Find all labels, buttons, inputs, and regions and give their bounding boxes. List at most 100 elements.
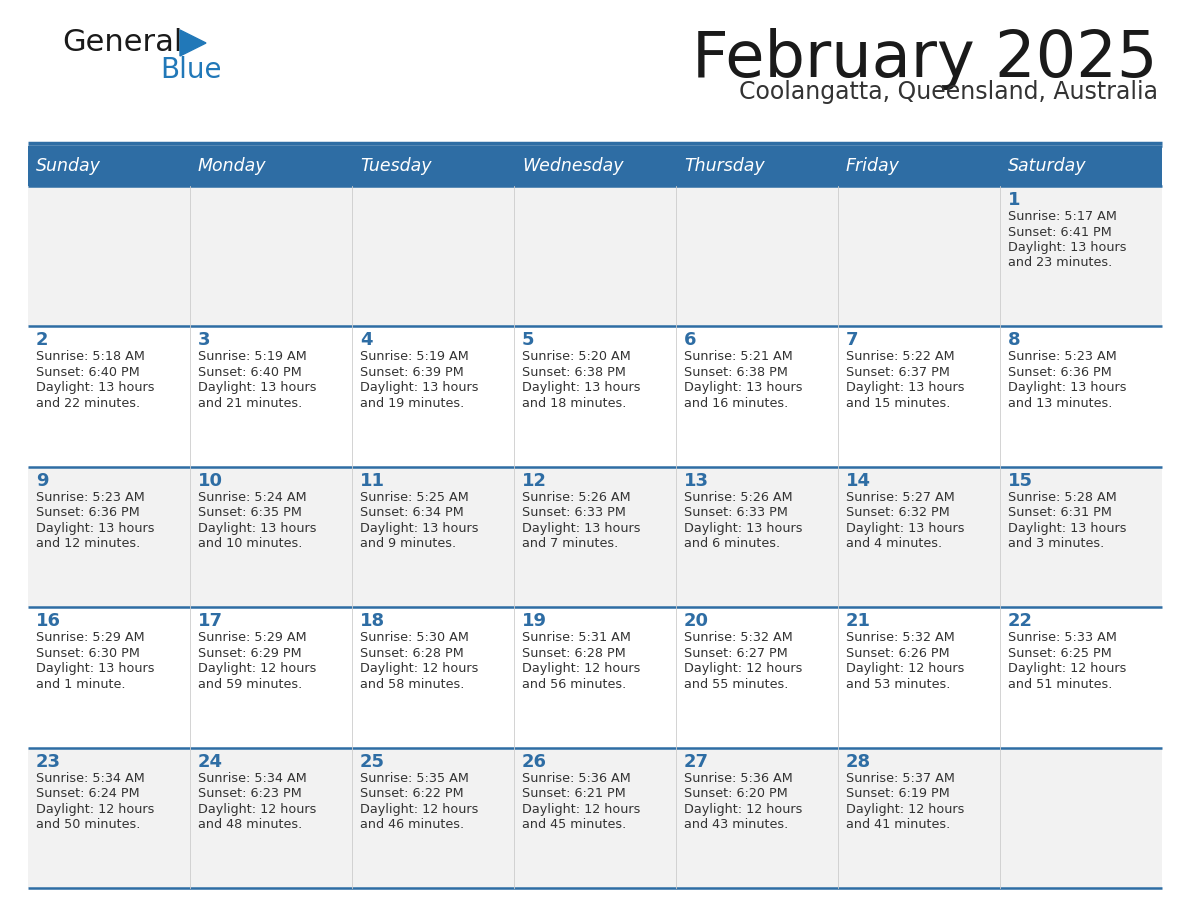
Text: Sunset: 6:38 PM: Sunset: 6:38 PM [684, 366, 788, 379]
Text: 25: 25 [360, 753, 385, 770]
Text: Sunset: 6:35 PM: Sunset: 6:35 PM [198, 507, 302, 520]
Text: and 55 minutes.: and 55 minutes. [684, 677, 789, 690]
Text: Sunset: 6:37 PM: Sunset: 6:37 PM [846, 366, 950, 379]
Text: Sunrise: 5:36 AM: Sunrise: 5:36 AM [684, 772, 792, 785]
Text: Sunrise: 5:19 AM: Sunrise: 5:19 AM [198, 351, 307, 364]
Text: 22: 22 [1007, 612, 1034, 630]
Text: 26: 26 [522, 753, 546, 770]
Text: Sunrise: 5:26 AM: Sunrise: 5:26 AM [684, 491, 792, 504]
Bar [514, 146, 676, 186]
Bar [29, 327, 1162, 466]
Text: Sunset: 6:22 PM: Sunset: 6:22 PM [360, 787, 463, 800]
Bar [29, 607, 1162, 747]
Text: Daylight: 13 hours: Daylight: 13 hours [846, 521, 965, 535]
Text: 23: 23 [36, 753, 61, 770]
Text: 15: 15 [1007, 472, 1034, 490]
Text: 14: 14 [846, 472, 871, 490]
Bar [29, 186, 1162, 327]
Text: and 21 minutes.: and 21 minutes. [198, 397, 302, 410]
Text: Sunrise: 5:34 AM: Sunrise: 5:34 AM [198, 772, 307, 785]
Text: Sunrise: 5:36 AM: Sunrise: 5:36 AM [522, 772, 631, 785]
Text: and 50 minutes.: and 50 minutes. [36, 818, 140, 831]
Text: Daylight: 13 hours: Daylight: 13 hours [198, 521, 316, 535]
Text: Sunset: 6:19 PM: Sunset: 6:19 PM [846, 787, 949, 800]
Text: 20: 20 [684, 612, 709, 630]
Text: Daylight: 12 hours: Daylight: 12 hours [360, 662, 479, 676]
Text: and 10 minutes.: and 10 minutes. [198, 537, 303, 550]
Text: 13: 13 [684, 472, 709, 490]
Text: Sunrise: 5:19 AM: Sunrise: 5:19 AM [360, 351, 469, 364]
Text: Sunrise: 5:30 AM: Sunrise: 5:30 AM [360, 632, 469, 644]
Text: Sunrise: 5:29 AM: Sunrise: 5:29 AM [198, 632, 307, 644]
Text: Daylight: 13 hours: Daylight: 13 hours [36, 521, 154, 535]
Text: Sunset: 6:25 PM: Sunset: 6:25 PM [1007, 646, 1112, 660]
Text: 8: 8 [1007, 331, 1020, 350]
Text: Sunset: 6:30 PM: Sunset: 6:30 PM [36, 646, 140, 660]
Text: Sunset: 6:34 PM: Sunset: 6:34 PM [360, 507, 463, 520]
Text: and 13 minutes.: and 13 minutes. [1007, 397, 1112, 410]
Text: Daylight: 13 hours: Daylight: 13 hours [522, 381, 640, 395]
Text: and 16 minutes.: and 16 minutes. [684, 397, 789, 410]
Text: Sunrise: 5:20 AM: Sunrise: 5:20 AM [522, 351, 631, 364]
Text: Sunset: 6:28 PM: Sunset: 6:28 PM [360, 646, 463, 660]
Text: Monday: Monday [198, 157, 266, 175]
Text: Sunset: 6:33 PM: Sunset: 6:33 PM [684, 507, 788, 520]
Text: Sunset: 6:31 PM: Sunset: 6:31 PM [1007, 507, 1112, 520]
Text: Daylight: 13 hours: Daylight: 13 hours [522, 521, 640, 535]
Text: 27: 27 [684, 753, 709, 770]
Text: Sunrise: 5:25 AM: Sunrise: 5:25 AM [360, 491, 469, 504]
Text: 21: 21 [846, 612, 871, 630]
Text: Sunrise: 5:27 AM: Sunrise: 5:27 AM [846, 491, 955, 504]
Text: Sunrise: 5:22 AM: Sunrise: 5:22 AM [846, 351, 955, 364]
Text: Daylight: 13 hours: Daylight: 13 hours [360, 381, 479, 395]
Text: Sunrise: 5:26 AM: Sunrise: 5:26 AM [522, 491, 631, 504]
Text: 18: 18 [360, 612, 385, 630]
Text: Daylight: 12 hours: Daylight: 12 hours [684, 802, 802, 815]
Text: Sunrise: 5:29 AM: Sunrise: 5:29 AM [36, 632, 145, 644]
Text: and 22 minutes.: and 22 minutes. [36, 397, 140, 410]
Text: and 53 minutes.: and 53 minutes. [846, 677, 950, 690]
Text: Daylight: 12 hours: Daylight: 12 hours [198, 802, 316, 815]
Text: Sunrise: 5:32 AM: Sunrise: 5:32 AM [846, 632, 955, 644]
Bar [29, 466, 1162, 607]
Text: Thursday: Thursday [684, 157, 765, 175]
Text: Daylight: 13 hours: Daylight: 13 hours [846, 381, 965, 395]
Text: 5: 5 [522, 331, 535, 350]
Text: Sunset: 6:39 PM: Sunset: 6:39 PM [360, 366, 463, 379]
Text: Sunrise: 5:32 AM: Sunrise: 5:32 AM [684, 632, 792, 644]
Text: Sunrise: 5:37 AM: Sunrise: 5:37 AM [846, 772, 955, 785]
Text: 24: 24 [198, 753, 223, 770]
Text: Daylight: 13 hours: Daylight: 13 hours [684, 521, 803, 535]
Text: 3: 3 [198, 331, 210, 350]
Text: Sunrise: 5:33 AM: Sunrise: 5:33 AM [1007, 632, 1117, 644]
Text: 6: 6 [684, 331, 696, 350]
Text: Sunset: 6:24 PM: Sunset: 6:24 PM [36, 787, 140, 800]
Text: and 4 minutes.: and 4 minutes. [846, 537, 942, 550]
Text: 7: 7 [846, 331, 859, 350]
Text: and 43 minutes.: and 43 minutes. [684, 818, 789, 831]
Bar [29, 146, 190, 186]
Text: and 58 minutes.: and 58 minutes. [360, 677, 465, 690]
Text: and 41 minutes.: and 41 minutes. [846, 818, 950, 831]
Bar [190, 146, 352, 186]
Text: Sunrise: 5:18 AM: Sunrise: 5:18 AM [36, 351, 145, 364]
Text: General: General [62, 28, 183, 57]
Text: Daylight: 13 hours: Daylight: 13 hours [198, 381, 316, 395]
Text: Sunset: 6:20 PM: Sunset: 6:20 PM [684, 787, 788, 800]
Text: and 59 minutes.: and 59 minutes. [198, 677, 302, 690]
Text: Sunday: Sunday [36, 157, 101, 175]
Text: Sunrise: 5:34 AM: Sunrise: 5:34 AM [36, 772, 145, 785]
Text: 11: 11 [360, 472, 385, 490]
Text: and 7 minutes.: and 7 minutes. [522, 537, 618, 550]
Text: Daylight: 12 hours: Daylight: 12 hours [36, 802, 154, 815]
Text: Sunset: 6:26 PM: Sunset: 6:26 PM [846, 646, 949, 660]
Text: 12: 12 [522, 472, 546, 490]
Text: Sunset: 6:40 PM: Sunset: 6:40 PM [36, 366, 140, 379]
Text: 1: 1 [1007, 191, 1020, 209]
Text: Wednesday: Wednesday [522, 157, 624, 175]
Text: Sunset: 6:41 PM: Sunset: 6:41 PM [1007, 226, 1112, 239]
Text: Daylight: 13 hours: Daylight: 13 hours [36, 381, 154, 395]
Text: 10: 10 [198, 472, 223, 490]
Bar [352, 146, 514, 186]
Text: Sunset: 6:27 PM: Sunset: 6:27 PM [684, 646, 788, 660]
